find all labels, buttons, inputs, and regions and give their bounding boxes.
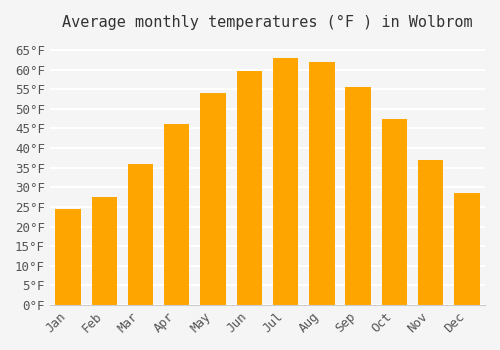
Bar — [200, 93, 226, 305]
Bar — [273, 58, 298, 305]
Bar — [346, 87, 371, 305]
Bar — [236, 71, 262, 305]
Bar — [128, 164, 153, 305]
Bar — [56, 209, 80, 305]
Bar — [454, 193, 479, 305]
Title: Average monthly temperatures (°F ) in Wolbrom: Average monthly temperatures (°F ) in Wo… — [62, 15, 472, 30]
Bar — [382, 119, 407, 305]
Bar — [418, 160, 444, 305]
Bar — [309, 62, 334, 305]
Bar — [164, 125, 190, 305]
Bar — [92, 197, 117, 305]
